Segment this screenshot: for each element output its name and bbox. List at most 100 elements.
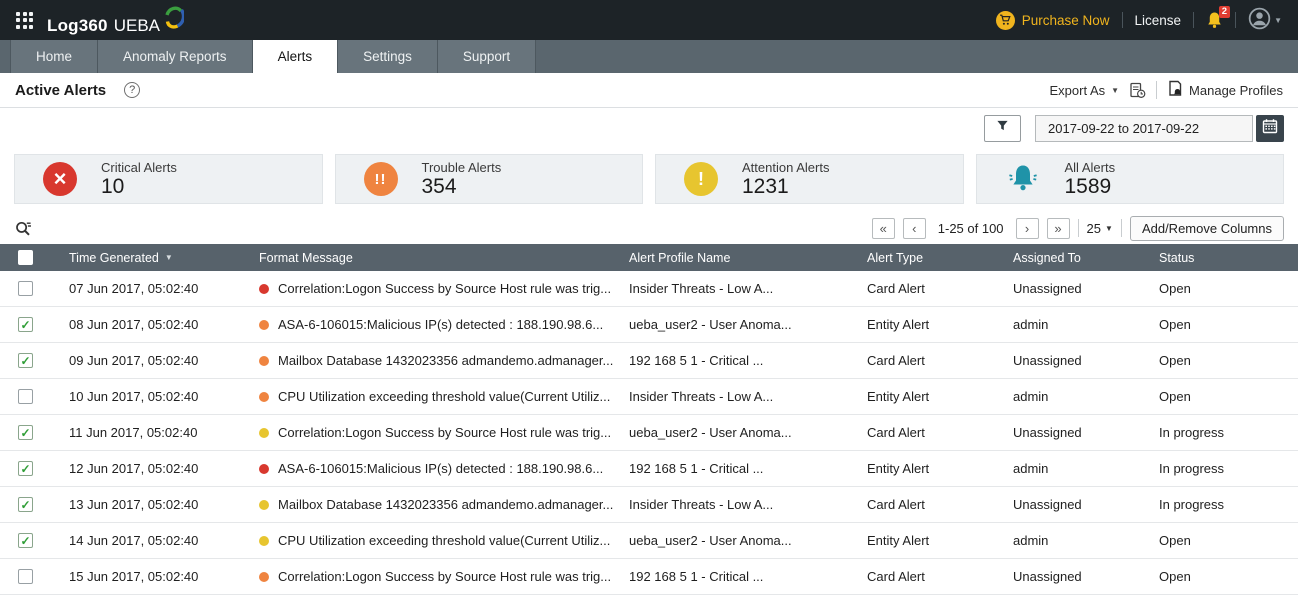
date-range-input[interactable]: 2017-09-22 to 2017-09-22 <box>1035 114 1253 142</box>
alert-table-row[interactable]: ✓ 12 Jun 2017, 05:02:40 ASA-6-106015:Malic… <box>0 451 1298 487</box>
filter-button[interactable] <box>984 114 1021 142</box>
column-header-alert-profile-name[interactable]: Alert Profile Name <box>629 250 731 265</box>
column-header-format-message[interactable]: Format Message <box>259 250 353 265</box>
format-message-text: Mailbox Database 1432023356 admandemo.ad… <box>278 497 614 512</box>
severity-dot-icon <box>259 355 269 366</box>
severity-dot-icon <box>259 535 269 546</box>
help-icon[interactable]: ? <box>124 82 141 98</box>
license-link[interactable]: License <box>1134 12 1182 28</box>
tab-anomaly-reports[interactable]: Anomaly Reports <box>98 40 253 73</box>
calendar-button[interactable] <box>1256 114 1284 142</box>
format-message-cell: Correlation:Logon Success by Source Host… <box>245 281 615 296</box>
alert-table-row[interactable]: ✓ 14 Jun 2017, 05:02:40 CPU Utilization ex… <box>0 523 1298 559</box>
format-message-text: Correlation:Logon Success by Source Host… <box>278 281 612 296</box>
divider <box>1121 12 1123 28</box>
column-header-assigned-to[interactable]: Assigned To <box>1013 250 1081 265</box>
table-search-icon[interactable] <box>14 219 33 238</box>
user-account-menu[interactable]: ▼ <box>1248 7 1282 33</box>
row-checkbox[interactable]: ✓ <box>18 497 33 512</box>
alert-profile-name-cell: 192 168 5 1 - Critical ... <box>629 353 764 368</box>
assigned-to-cell: admin <box>1013 389 1049 404</box>
notifications-bell-icon[interactable]: 2 <box>1206 6 1231 29</box>
row-checkbox[interactable]: ✓ <box>18 461 33 476</box>
time-generated-cell: 08 Jun 2017, 05:02:40 <box>69 317 199 332</box>
row-checkbox[interactable]: ✓ <box>18 533 33 548</box>
purchase-now-label: Purchase Now <box>1021 12 1110 28</box>
topbar: Log360 UEBA Purchase Now License <box>0 0 1298 40</box>
summary-card-trouble-alerts[interactable]: !! Trouble Alerts 354 <box>334 154 643 204</box>
summary-card-attention-alerts[interactable]: ! Attention Alerts 1231 <box>655 154 964 204</box>
page-title: Active Alerts <box>15 81 107 99</box>
page-header: Active Alerts ? Export As ▼ M <box>0 73 1298 108</box>
alert-type-cell: Card Alert <box>867 281 925 296</box>
calendar-icon <box>1262 118 1278 139</box>
summary-card-all-alerts[interactable]: All Alerts 1589 <box>975 154 1284 204</box>
time-generated-cell: 12 Jun 2017, 05:02:40 <box>69 461 199 476</box>
severity-dot-icon <box>259 391 269 402</box>
time-generated-cell: 10 Jun 2017, 05:02:40 <box>69 389 199 404</box>
status-cell: Open <box>1159 281 1191 296</box>
first-page-button[interactable]: « <box>871 217 895 239</box>
row-checkbox[interactable]: ✓ <box>18 425 33 440</box>
assigned-to-cell: admin <box>1013 533 1049 548</box>
purchase-now-link[interactable]: Purchase Now <box>995 10 1110 30</box>
exclamation-icon: ! <box>684 162 718 196</box>
assigned-to-cell: Unassigned <box>1013 353 1082 368</box>
page-size-select[interactable]: 25 ▼ <box>1087 221 1113 236</box>
column-header-alert-type[interactable]: Alert Type <box>867 250 924 265</box>
divider <box>1120 219 1122 237</box>
alert-type-cell: Entity Alert <box>867 389 930 404</box>
row-checkbox[interactable]: ✓ <box>18 353 33 368</box>
alert-profile-name-cell: Insider Threats - Low A... <box>629 497 774 512</box>
status-cell: In progress <box>1159 425 1225 440</box>
alert-table-row[interactable]: 07 Jun 2017, 05:02:40 Correlation:Logon S… <box>0 271 1298 307</box>
alert-type-cell: Entity Alert <box>867 533 930 548</box>
alert-profile-name-cell: ueba_user2 - User Anoma... <box>629 533 792 548</box>
divider <box>1156 81 1158 99</box>
row-checkbox[interactable] <box>18 389 33 404</box>
alert-table-row[interactable]: 10 Jun 2017, 05:02:40 CPU Utilization exc… <box>0 379 1298 415</box>
alert-table-row[interactable]: 15 Jun 2017, 05:02:40 Correlation:Logon S… <box>0 559 1298 595</box>
tab-alerts[interactable]: Alerts <box>252 40 339 73</box>
schedule-export-icon[interactable] <box>1129 82 1146 99</box>
column-header-time-generated[interactable]: Time Generated ▼ <box>69 250 173 265</box>
tab-home[interactable]: Home <box>10 40 99 73</box>
alert-profile-name-cell: 192 168 5 1 - Critical ... <box>629 569 764 584</box>
app-launcher-grid-icon[interactable] <box>16 11 33 29</box>
assigned-to-cell: Unassigned <box>1013 569 1082 584</box>
row-checkbox[interactable] <box>18 569 33 584</box>
add-remove-columns-button[interactable]: Add/Remove Columns <box>1129 215 1284 241</box>
card-label: Critical Alerts <box>101 160 177 175</box>
status-cell: Open <box>1159 389 1191 404</box>
row-checkbox[interactable] <box>18 281 33 296</box>
sort-desc-icon[interactable]: ▼ <box>164 253 173 262</box>
tab-settings[interactable]: Settings <box>338 40 438 73</box>
format-message-text: Correlation:Logon Success by Source Host… <box>278 425 612 440</box>
column-header-status[interactable]: Status <box>1159 250 1195 265</box>
tab-support[interactable]: Support <box>437 40 537 73</box>
format-message-text: ASA-6-106015:Malicious IP(s) detected : … <box>278 317 604 332</box>
status-cell: Open <box>1159 353 1191 368</box>
export-as-label: Export As <box>1049 82 1106 98</box>
format-message-text: CPU Utilization exceeding threshold valu… <box>278 533 611 548</box>
summary-cards: × Critical Alerts 10!! Trouble Alerts 354! At… <box>14 154 1284 204</box>
assigned-to-cell: admin <box>1013 461 1049 476</box>
manage-profiles-link[interactable]: Manage Profiles <box>1167 80 1283 100</box>
prev-page-button[interactable]: ‹ <box>902 217 926 239</box>
alert-table-row[interactable]: ✓ 08 Jun 2017, 05:02:40 ASA-6-106015:Malic… <box>0 307 1298 343</box>
chevron-down-icon: ▼ <box>1111 85 1120 95</box>
chevron-down-icon: ▼ <box>1274 15 1282 25</box>
alert-table-row[interactable]: ✓ 11 Jun 2017, 05:02:40 Correlation:Logon … <box>0 415 1298 451</box>
last-page-button[interactable]: » <box>1046 217 1070 239</box>
row-checkbox[interactable]: ✓ <box>18 317 33 332</box>
alert-table-row[interactable]: ✓ 09 Jun 2017, 05:02:40 Mailbox Database 1… <box>0 343 1298 379</box>
next-page-button[interactable]: › <box>1015 217 1039 239</box>
time-generated-cell: 13 Jun 2017, 05:02:40 <box>69 497 199 512</box>
user-avatar-icon <box>1248 7 1271 33</box>
select-all-checkbox[interactable] <box>18 250 33 265</box>
alert-table-row[interactable]: ✓ 13 Jun 2017, 05:02:40 Mailbox Database 1… <box>0 487 1298 523</box>
summary-card-critical-alerts[interactable]: × Critical Alerts 10 <box>14 154 323 204</box>
status-cell: Open <box>1159 569 1191 584</box>
assigned-to-cell: admin <box>1013 317 1049 332</box>
export-as-menu[interactable]: Export As ▼ <box>1049 83 1119 98</box>
